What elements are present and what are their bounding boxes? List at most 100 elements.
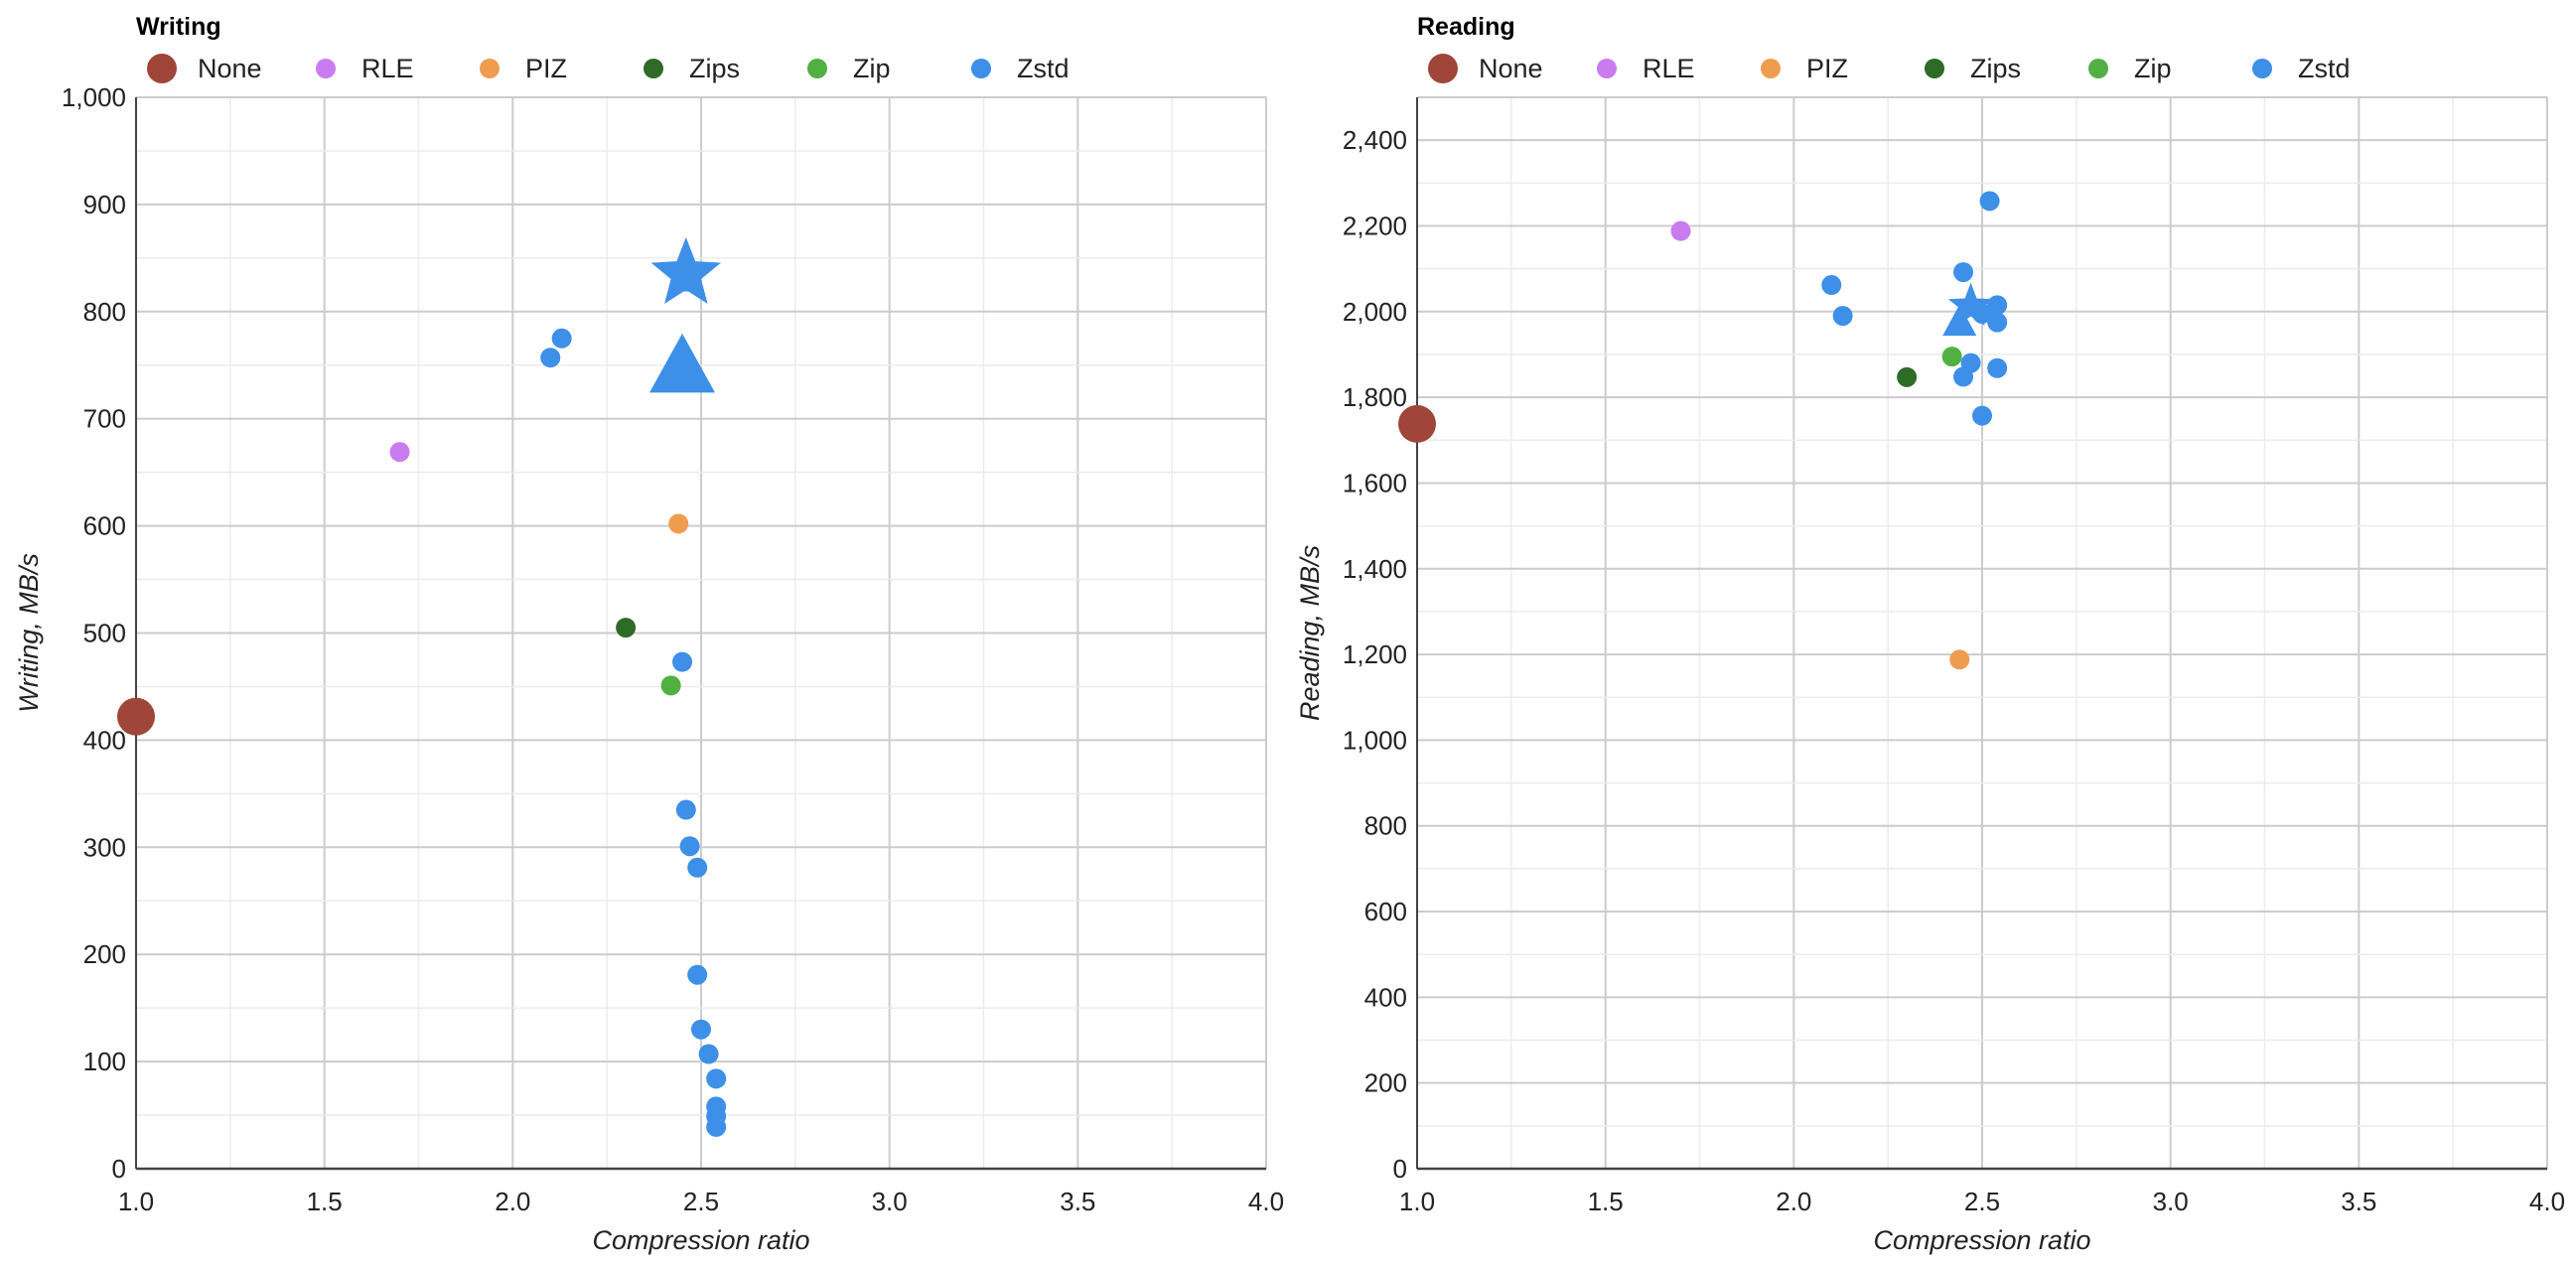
data-point-zip (660, 675, 681, 696)
legend-marker-zstd (2252, 59, 2272, 78)
x-tick-label: 1.0 (118, 1187, 154, 1216)
legend-marker-zstd (971, 59, 991, 78)
y-tick-label: 800 (83, 297, 126, 327)
data-point-zstd (672, 651, 693, 672)
legend-marker-none (147, 54, 177, 83)
reading-chart: Reading None RLE PIZ Zips Zip Zstd 1.0 1.5 2.0 2.5… (1295, 13, 2565, 1255)
x-tick-label: 1.5 (1588, 1187, 1624, 1216)
y-tick-label: 400 (83, 725, 126, 755)
data-point-zstd (687, 964, 708, 985)
data-point-piz (1949, 649, 1970, 670)
legend-label-piz: PIZ (525, 54, 567, 83)
y-tick-label: 1,000 (62, 82, 126, 112)
y-tick-label: 600 (83, 511, 126, 541)
legend-label-zips: Zips (689, 54, 740, 83)
y-tick-label: 2,000 (1343, 297, 1407, 327)
data-point-zstd (551, 328, 572, 349)
y-tick-label: 200 (83, 939, 126, 969)
data-point-piz (668, 513, 689, 534)
x-tick-label: 2.5 (1964, 1187, 2000, 1216)
y-tick-label: 700 (83, 404, 126, 434)
legend-label-piz: PIZ (1806, 54, 1848, 83)
legend-label-none: None (1479, 54, 1543, 83)
legend-marker-piz (1761, 59, 1781, 78)
y-tick-label: 1,800 (1343, 382, 1407, 412)
x-axis-label: Compression ratio (592, 1225, 809, 1255)
data-point-zstd-triangle (1942, 304, 1977, 337)
x-tick-label: 4.0 (1248, 1187, 1284, 1216)
y-tick-label: 100 (83, 1047, 126, 1076)
data-point-zips (1897, 366, 1918, 387)
x-tick-label: 3.5 (1060, 1187, 1095, 1216)
y-tick-label: 300 (83, 832, 126, 862)
data-point-zstd (1821, 275, 1842, 296)
data-point-zstd-star (1947, 282, 1994, 326)
data-point-zstd (698, 1044, 719, 1064)
y-tick-label: 900 (83, 190, 126, 219)
legend-marker-rle (316, 59, 336, 78)
legend-label-rle: RLE (361, 54, 414, 83)
chart-title: Reading (1417, 13, 1515, 41)
data-point-zips (616, 618, 637, 638)
y-tick-label: 200 (1364, 1068, 1407, 1098)
y-tick-label: 1,600 (1343, 468, 1407, 497)
x-tick-label: 1.5 (307, 1187, 343, 1216)
x-tick-label: 3.0 (872, 1187, 908, 1216)
y-tick-label: 800 (1364, 811, 1407, 841)
data-point-zstd (687, 857, 708, 878)
data-point-zstd (1987, 357, 2008, 378)
y-axis-label: Writing, MB/s (14, 553, 44, 713)
data-point-zstd (679, 836, 700, 857)
legend-marker-rle (1597, 59, 1617, 78)
writing-chart: Writing None RLE PIZ Zips Zip Zstd 1.0 1.5 2.0 2.5… (14, 13, 1284, 1255)
y-tick-label: 0 (112, 1154, 126, 1184)
y-tick-label: 1,400 (1343, 554, 1407, 584)
legend-label-zip: Zip (853, 54, 891, 83)
data-point-rle (389, 442, 410, 463)
data-point-zstd (706, 1116, 727, 1137)
data-point-zstd (1832, 306, 1853, 327)
legend-label-none: None (198, 54, 262, 83)
data-point-zstd (691, 1019, 711, 1040)
legend-label-zstd: Zstd (2298, 54, 2351, 83)
data-point-zstd (1987, 312, 2008, 333)
x-tick-label: 3.0 (2153, 1187, 2189, 1216)
data-point-zstd (540, 348, 561, 368)
legend-marker-none (1428, 54, 1458, 83)
y-tick-label: 500 (83, 619, 126, 648)
data-point-zstd (1953, 366, 1974, 387)
legend-label-rle: RLE (1643, 54, 1695, 83)
data-point-zstd-triangle (649, 333, 716, 393)
data-point-zstd (1972, 405, 1992, 426)
x-tick-label: 2.5 (683, 1187, 719, 1216)
chart-title: Writing (136, 13, 221, 41)
data-point-zstd (675, 799, 696, 820)
x-tick-label: 2.0 (495, 1187, 530, 1216)
data-point-rle (1670, 220, 1691, 241)
legend-marker-zip (2088, 59, 2108, 78)
data-point-zstd (1979, 191, 2000, 211)
y-tick-label: 600 (1364, 897, 1407, 926)
legend-marker-zip (807, 59, 827, 78)
data-point-zip (1941, 347, 1962, 367)
x-tick-label: 1.0 (1399, 1187, 1435, 1216)
data-point-zstd (706, 1068, 727, 1089)
data-point-none (117, 697, 155, 736)
x-axis-label: Compression ratio (1873, 1225, 2090, 1255)
legend-label-zstd: Zstd (1017, 54, 1070, 83)
legend-marker-piz (480, 59, 500, 78)
y-tick-label: 0 (1393, 1154, 1407, 1184)
data-point-zstd-star (650, 237, 721, 304)
data-point-zstd (1953, 262, 1974, 283)
y-tick-label: 400 (1364, 982, 1407, 1012)
y-tick-label: 2,200 (1343, 211, 1407, 240)
y-tick-label: 2,400 (1343, 125, 1407, 155)
legend-label-zip: Zip (2134, 54, 2172, 83)
x-tick-label: 4.0 (2529, 1187, 2565, 1216)
x-tick-label: 3.5 (2341, 1187, 2376, 1216)
x-tick-label: 2.0 (1776, 1187, 1811, 1216)
y-tick-label: 1,000 (1343, 725, 1407, 755)
legend-marker-zips (1925, 59, 1944, 78)
